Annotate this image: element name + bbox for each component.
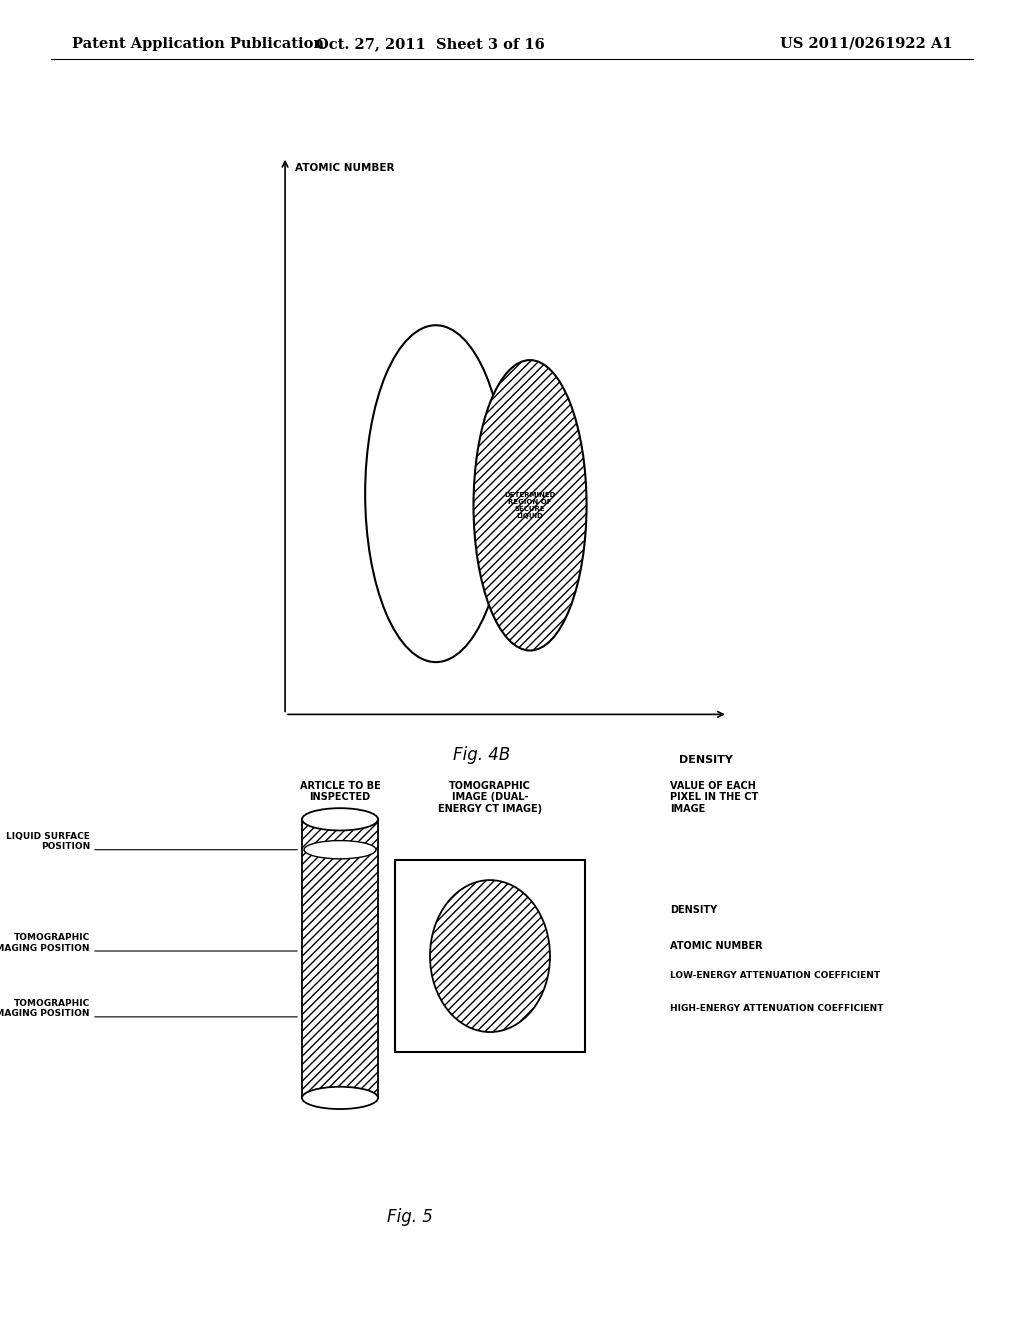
Text: ARTICLE TO BE
INSPECTED: ARTICLE TO BE INSPECTED <box>300 781 380 803</box>
Text: VALUE OF EACH
PIXEL IN THE CT
IMAGE: VALUE OF EACH PIXEL IN THE CT IMAGE <box>670 781 758 814</box>
Ellipse shape <box>302 808 378 830</box>
Text: TOMOGRAPHIC
IMAGING POSITION: TOMOGRAPHIC IMAGING POSITION <box>0 999 90 1019</box>
Text: DENSITY: DENSITY <box>679 755 732 766</box>
Bar <box>395 859 585 1052</box>
Text: Fig. 5: Fig. 5 <box>387 1208 432 1226</box>
Text: Patent Application Publication: Patent Application Publication <box>72 37 324 51</box>
Text: HIGH-ENERGY ATTENUATION COEFFICIENT: HIGH-ENERGY ATTENUATION COEFFICIENT <box>670 1003 884 1012</box>
Text: Fig. 4B: Fig. 4B <box>453 746 510 764</box>
Text: LOW-ENERGY ATTENUATION COEFFICIENT: LOW-ENERGY ATTENUATION COEFFICIENT <box>670 972 880 981</box>
Bar <box>302 820 378 1098</box>
Text: TOMOGRAPHIC
IMAGING POSITION: TOMOGRAPHIC IMAGING POSITION <box>0 933 90 953</box>
Text: DETERMINED
REGION OF
SECURE
LIQUID: DETERMINED REGION OF SECURE LIQUID <box>505 492 556 519</box>
Text: Oct. 27, 2011  Sheet 3 of 16: Oct. 27, 2011 Sheet 3 of 16 <box>315 37 545 51</box>
Ellipse shape <box>473 360 587 651</box>
Text: US 2011/0261922 A1: US 2011/0261922 A1 <box>779 37 952 51</box>
Ellipse shape <box>302 1086 378 1109</box>
Text: TOMOGRAPHIC
IMAGE (DUAL-
ENERGY CT IMAGE): TOMOGRAPHIC IMAGE (DUAL- ENERGY CT IMAGE… <box>438 781 542 814</box>
Text: LIQUID SURFACE
POSITION: LIQUID SURFACE POSITION <box>6 832 90 851</box>
Text: ATOMIC NUMBER: ATOMIC NUMBER <box>295 162 394 173</box>
Ellipse shape <box>304 841 376 859</box>
Ellipse shape <box>366 325 507 663</box>
Ellipse shape <box>430 880 550 1032</box>
Text: ATOMIC NUMBER: ATOMIC NUMBER <box>670 941 763 950</box>
Text: DENSITY: DENSITY <box>670 906 717 916</box>
